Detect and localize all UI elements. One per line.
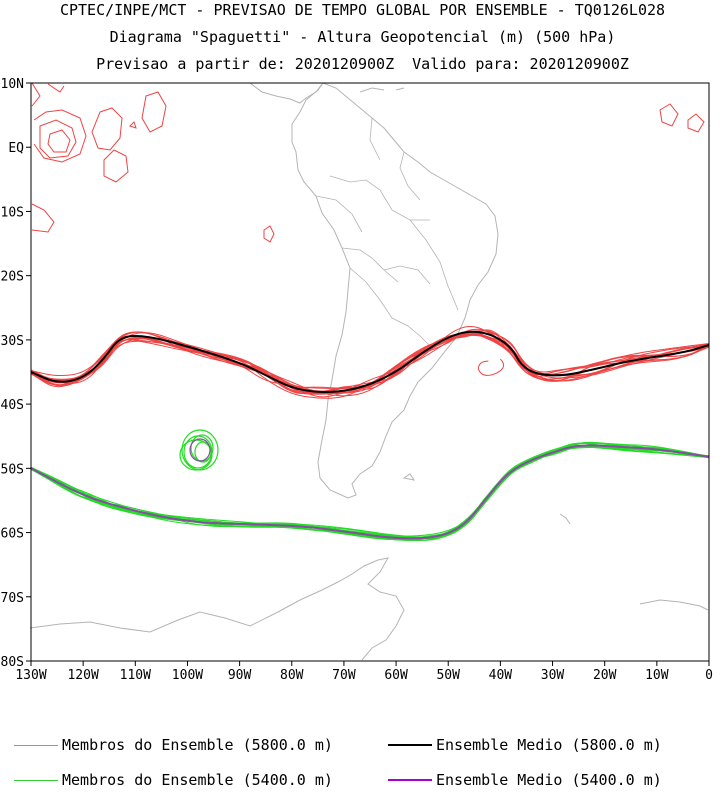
cutoff-low-5400 — [179, 429, 219, 471]
legend-item-mean-5400: Ensemble Medio (5400.0 m) — [388, 771, 662, 789]
cutoff-low-contour — [194, 441, 212, 463]
ensemble-member-contour — [30, 328, 710, 394]
legend-item-mean-5800: Ensemble Medio (5800.0 m) — [388, 736, 662, 754]
cutoff-low-mean-contour — [189, 438, 211, 462]
legend-swatch-mean-5400 — [388, 779, 432, 781]
falklands-islands — [402, 473, 416, 481]
lon-tick-label: 30W — [541, 668, 565, 683]
map-title-line-1: CPTEC/INPE/MCT - PREVISAO DE TEMPO GLOBA… — [59, 1, 666, 19]
antarctica-coastline-east — [639, 599, 709, 611]
country-borders — [315, 117, 459, 349]
tropic-contour-blob — [141, 91, 167, 133]
ensemble-member-contour — [30, 442, 710, 541]
lon-tick-label: 50W — [436, 668, 460, 683]
ensemble-member-contour — [30, 441, 710, 541]
tropic-contour-blob — [129, 121, 137, 129]
legend-swatch-members-5400 — [14, 779, 58, 781]
members-5400-layer — [30, 441, 710, 542]
central-america-coastline — [249, 82, 323, 104]
legend-swatch-members-5800 — [14, 744, 58, 746]
ensemble-member-contour — [30, 446, 710, 540]
members-5800-layer — [30, 326, 710, 399]
ensemble-member-contour — [30, 446, 710, 541]
lat-tick-label: 70S — [1, 591, 24, 606]
lon-tick-label: 40W — [489, 668, 513, 683]
lon-tick-label: 70W — [332, 668, 356, 683]
cutoff-low-contour — [183, 435, 213, 469]
lat-tick-label: EQ — [8, 141, 24, 156]
tropic-contour-blob — [31, 82, 87, 163]
map-title-line-2: Diagrama "Spaguetti" - Altura Geopotenci… — [109, 28, 616, 46]
tropic-contour-blob — [687, 113, 705, 133]
tropic-contour-blob — [103, 149, 129, 183]
tropic-contour-blob — [263, 225, 275, 243]
map-title-line-3: Previsao a partir de: 2020120900Z Valido… — [96, 55, 629, 73]
tropic-contour-blob — [31, 203, 55, 233]
lon-tick-label: 60W — [384, 668, 408, 683]
lat-tick-label: 40S — [1, 398, 24, 413]
caribbean-islands — [359, 87, 405, 93]
lat-tick-label: 50S — [1, 462, 24, 477]
map-frame — [30, 82, 710, 662]
lon-tick-label: 90W — [228, 668, 252, 683]
lon-tick-label: 100W — [172, 668, 203, 683]
tropic-contour-blob — [659, 103, 679, 127]
ensemble-member-contour — [30, 446, 710, 539]
lat-tick-label: 10N — [1, 77, 24, 92]
lon-tick-label: 110W — [120, 668, 151, 683]
lat-tick-label: 60S — [1, 527, 24, 542]
ensemble-mean-layer — [30, 330, 710, 540]
ensemble-member-contour — [30, 442, 710, 537]
ensemble-member-contour — [30, 444, 710, 539]
lat-tick-label: 20S — [1, 270, 24, 285]
legend-swatch-mean-5800 — [388, 744, 432, 746]
lon-tick-label: 130W — [15, 668, 46, 683]
lat-tick-label: 10S — [1, 205, 24, 220]
lon-tick-label: 80W — [280, 668, 304, 683]
ensemble-member-contour — [30, 442, 710, 538]
lat-tick-label: 80S — [1, 655, 24, 670]
tropic-contour-blob — [39, 119, 77, 159]
south-georgia-island — [559, 513, 571, 525]
ensemble-member-contour — [477, 358, 505, 376]
legend-label: Membros do Ensemble (5800.0 m) — [62, 736, 333, 754]
south-america-coastline — [291, 82, 499, 499]
tropic-contour-blob — [91, 107, 123, 151]
lon-tick-label: 20W — [593, 668, 617, 683]
legend-label: Ensemble Medio (5800.0 m) — [436, 736, 662, 754]
legend-item-members-5400: Membros do Ensemble (5400.0 m) — [14, 771, 333, 789]
ensemble-member-contour — [30, 446, 710, 539]
ensemble-mean-5800-contour — [30, 330, 710, 394]
legend-label: Ensemble Medio (5400.0 m) — [436, 771, 662, 789]
legend-label: Membros do Ensemble (5400.0 m) — [62, 771, 333, 789]
ensemble-mean-5400-contour — [30, 444, 710, 540]
ensemble-member-contour — [30, 446, 710, 538]
ensemble-member-contour — [30, 446, 710, 538]
ensemble-member-contour — [30, 446, 710, 541]
legend-item-members-5800: Membros do Ensemble (5800.0 m) — [14, 736, 333, 754]
lon-tick-label: 120W — [67, 668, 98, 683]
coastline-layer — [29, 82, 709, 661]
tropical-contours-5800 — [31, 82, 705, 243]
ensemble-member-contour — [30, 442, 710, 542]
lon-tick-label: 0 — [705, 668, 713, 683]
lat-tick-label: 30S — [1, 334, 24, 349]
ensemble-member-contour — [30, 444, 710, 541]
antarctica-coastline — [29, 557, 405, 661]
tropic-contour-blob — [47, 129, 71, 153]
lon-tick-label: 10W — [645, 668, 669, 683]
